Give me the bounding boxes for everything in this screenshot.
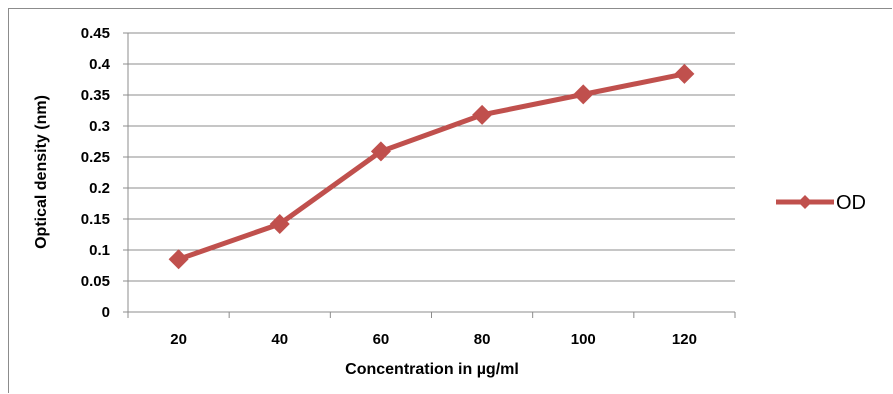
chart-frame — [8, 8, 892, 393]
axes — [123, 32, 736, 318]
x-tick-label: 20 — [170, 331, 187, 348]
series — [168, 63, 695, 270]
y-tick-label: 0.15 — [81, 211, 110, 228]
y-tick-label: 0.3 — [89, 118, 110, 135]
data-point-marker — [674, 63, 695, 84]
y-tick-label: 0.2 — [89, 180, 110, 197]
y-tick-label: 0.4 — [89, 56, 111, 73]
y-tick-label: 0.05 — [81, 273, 110, 290]
x-tick-label: 100 — [571, 331, 596, 348]
x-tick-label: 80 — [474, 331, 491, 348]
y-tick-label: 0.35 — [81, 87, 110, 104]
series-line-od — [176, 71, 687, 262]
data-point-marker — [269, 213, 290, 234]
x-tick-label: 40 — [271, 331, 288, 348]
data-point-marker — [573, 84, 594, 105]
data-point-marker — [472, 104, 493, 125]
legend-marker-swatch — [798, 195, 812, 209]
y-tick-label: 0.45 — [81, 25, 110, 42]
y-tick-label: 0 — [102, 304, 110, 321]
x-tick-labels: 20 40 60 80 100 120 — [170, 331, 697, 348]
data-point-marker — [370, 141, 391, 162]
gridlines — [128, 32, 735, 282]
x-axis-title: Concentration in µg/ml — [345, 361, 519, 378]
data-point-marker — [168, 249, 189, 270]
x-tick-label: 60 — [373, 331, 390, 348]
x-tick-label: 120 — [672, 331, 697, 348]
legend: OD — [776, 192, 866, 214]
y-tick-label: 0.1 — [89, 242, 110, 259]
y-tick-label: 0.25 — [81, 149, 110, 166]
legend-label-od: OD — [836, 192, 866, 214]
y-tick-labels: 0 0.05 0.1 0.15 0.2 0.25 0.3 0.35 0.4 0.45 — [81, 25, 111, 321]
y-axis-title: Optical density (nm) — [33, 95, 50, 249]
